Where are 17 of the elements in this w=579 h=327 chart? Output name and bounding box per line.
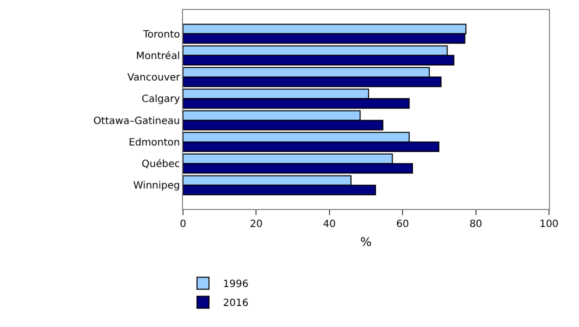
y-tick-label: Québec: [142, 159, 180, 170]
x-tick-label: 20: [250, 219, 263, 230]
y-tick-label: Winnipeg: [133, 180, 180, 192]
y-tick-label: Calgary: [142, 94, 180, 106]
legend-label: 1996: [223, 279, 248, 290]
x-tick-label: 100: [539, 219, 559, 230]
y-tick-label: Vancouver: [127, 72, 181, 84]
x-axis-title: %: [360, 234, 372, 249]
y-tick-label: Toronto: [142, 29, 180, 40]
x-tick-label: 80: [469, 219, 482, 230]
y-tick-label: Montréal: [136, 50, 180, 62]
y-tick-label: Ottawa–Gatineau: [93, 116, 180, 127]
y-tick-label: Edmonton: [128, 137, 180, 148]
x-tick-label: 0: [180, 219, 186, 230]
x-tick-label: 40: [323, 219, 336, 230]
x-tick-label: 60: [396, 219, 409, 230]
legend-label: 2016: [223, 298, 248, 310]
